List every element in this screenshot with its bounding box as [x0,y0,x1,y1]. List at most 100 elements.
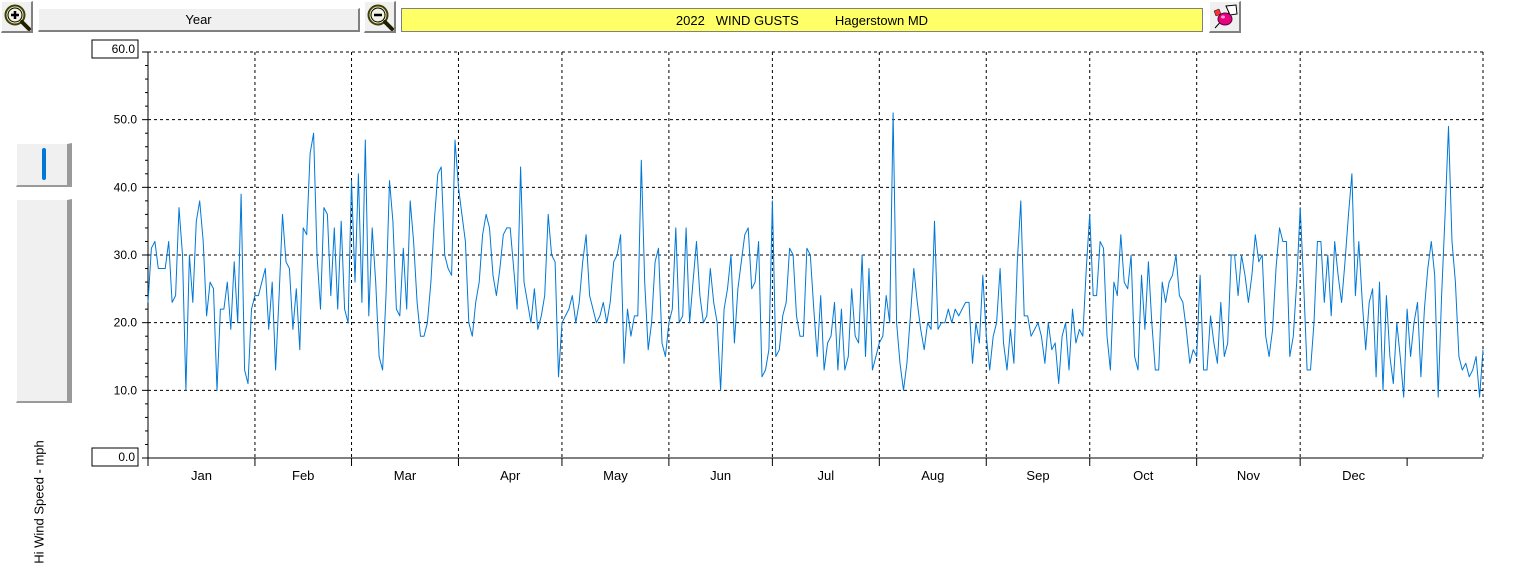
data-point [620,234,621,235]
data-point [772,200,773,201]
data-point [1355,295,1356,296]
data-point [617,254,618,255]
clear-button[interactable] [1209,1,1241,33]
data-point [265,268,266,269]
data-point [561,322,562,323]
data-point [1479,397,1480,398]
data-point [1455,281,1456,282]
data-point [686,227,687,228]
data-point [361,302,362,303]
x-tick-label: Dec [1342,468,1366,483]
data-point [251,309,252,310]
data-point [1244,275,1245,276]
data-point [406,309,407,310]
zoom-in-button[interactable] [1,1,33,33]
data-point [679,322,680,323]
data-point [1334,241,1335,242]
data-point [965,302,966,303]
data-point [520,166,521,167]
wind-gust-chart: 0.0 10.0 20.0 30.0 40.0 50.0 60.0 Jan Feb Mar Apr M… [91,39,1484,483]
ylabel-button[interactable]: Hi Wind Speed - mph [16,199,72,564]
data-point [989,369,990,370]
data-point [1369,302,1370,303]
data-point [1137,369,1138,370]
zoom-out-button[interactable] [364,1,396,33]
data-point [1110,369,1111,370]
data-point [1317,241,1318,242]
data-point [258,295,259,296]
data-point [1262,254,1263,255]
data-point [1234,254,1235,255]
data-point [810,254,811,255]
data-point [375,281,376,282]
data-point [734,342,735,343]
data-point [172,302,173,303]
data-point [320,309,321,310]
data-point [886,295,887,296]
data-point [461,214,462,215]
data-point [999,268,1000,269]
data-point [1027,315,1028,316]
data-point [948,309,949,310]
data-point [1293,336,1294,337]
data-point [572,295,573,296]
data-point [641,160,642,161]
data-point [1206,369,1207,370]
data-point [206,315,207,316]
data-point [410,200,411,201]
data-point [175,295,176,296]
range-label: Year [185,12,212,27]
data-point [523,281,524,282]
data-point [468,322,469,323]
data-point [527,302,528,303]
data-point [1258,261,1259,262]
series-toggle-button[interactable] [16,143,72,187]
data-point [1158,369,1159,370]
data-point [1379,281,1380,282]
data-point [1013,363,1014,364]
data-point [1117,295,1118,296]
data-point [630,336,631,337]
data-point [1106,336,1107,337]
data-point [893,112,894,113]
data-point [975,322,976,323]
data-point [589,295,590,296]
data-point [1306,369,1307,370]
data-point [1010,329,1011,330]
data-point [423,336,424,337]
data-point [458,187,459,188]
data-point [603,302,604,303]
data-point [365,139,366,140]
data-point [1272,329,1273,330]
data-point [648,349,649,350]
range-selector-button[interactable]: Year [38,8,360,32]
data-point [1182,302,1183,303]
data-point [1338,275,1339,276]
data-point [830,336,831,337]
data-point [1448,126,1449,127]
data-point [982,275,983,276]
data-point [1172,275,1173,276]
chart-title: 2022 WIND GUSTS Hagerstown MD [401,8,1203,32]
data-point [1186,329,1187,330]
data-point [658,248,659,249]
data-point [492,275,493,276]
data-point [296,288,297,289]
data-point [310,153,311,154]
data-point [465,241,466,242]
data-point [1275,268,1276,269]
data-point [154,241,155,242]
data-point [792,254,793,255]
x-tick-label: Feb [292,468,314,483]
data-point [1362,302,1363,303]
data-point [272,281,273,282]
data-point [613,261,614,262]
x-tick-label: Jun [710,468,731,483]
data-point [268,329,269,330]
data-point [1103,248,1104,249]
data-point [1344,261,1345,262]
data-point [1331,315,1332,316]
data-point [1089,214,1090,215]
data-point [482,234,483,235]
data-point [316,254,317,255]
